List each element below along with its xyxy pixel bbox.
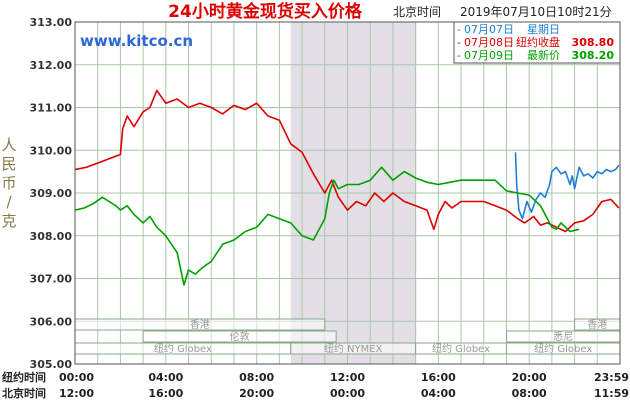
x-tick-ny: 00:00 <box>59 371 94 384</box>
session-label: 香港 <box>190 319 210 331</box>
x-tick-ny: 20:00 <box>512 371 547 384</box>
x-tick-bj: 08:00 <box>512 387 547 400</box>
y-tick-label: 311.00 <box>30 102 73 115</box>
plot-border <box>74 21 621 365</box>
site-url: www.kitco.cn <box>80 32 193 50</box>
legend-extra-label: 纽约收盘 <box>516 35 560 49</box>
y-tick-label: 306.00 <box>30 315 73 328</box>
x-tick-bj: 04:00 <box>421 387 456 400</box>
session-label: 纽约 Globex <box>432 342 490 355</box>
x-tick-ny: 12:00 <box>330 371 365 384</box>
y-axis-label-char: 民 <box>1 155 16 173</box>
y-axis-label-char: 人 <box>1 136 16 154</box>
x-tick-bj: 20:00 <box>239 387 274 400</box>
legend-label: 07月09日 <box>464 49 514 62</box>
x-tick-ny: 23:59 <box>594 371 629 384</box>
series-line-07月07日 <box>514 152 620 220</box>
legend-label: 07月07日 <box>464 23 514 36</box>
legend-box <box>453 21 621 64</box>
x-tick-bj: 16:00 <box>148 387 183 400</box>
session-label: 香港 <box>587 319 607 331</box>
session-label: 伦敦 <box>230 330 250 343</box>
x-row-label-ny: 纽约时间 <box>2 370 46 384</box>
series-line-07月08日 <box>74 89 620 233</box>
x-tick-bj: 11:59 <box>594 387 629 400</box>
session-bar <box>142 330 337 343</box>
y-tick-label: 307.00 <box>30 273 73 286</box>
x-tick-bj: 12:00 <box>59 387 94 400</box>
header-time-label: 北京时间 <box>393 5 441 19</box>
x-tick-ny: 08:00 <box>239 371 274 384</box>
x-tick-ny: 04:00 <box>148 371 183 384</box>
legend-extra-label: 最新价 <box>527 48 560 62</box>
y-tick-label: 308.00 <box>30 230 73 243</box>
header-timestamp: 2019年07月10日10时21分 <box>460 5 612 19</box>
y-axis-label-char: 克 <box>1 212 16 230</box>
legend-label: 07月08日 <box>464 36 514 49</box>
series-line-07月09日 <box>74 166 580 286</box>
y-axis-label-char: / <box>6 193 12 211</box>
x-tick-bj: 00:00 <box>330 387 365 400</box>
y-tick-label: 312.00 <box>30 59 73 72</box>
legend-dash: - <box>457 36 461 49</box>
legend-extra-label: 星期日 <box>527 23 560 36</box>
y-tick-label: 310.00 <box>30 144 73 157</box>
y-axis-label-char: 币 <box>1 174 16 192</box>
legend-dash: - <box>457 49 461 62</box>
chart-title: 24小时黄金现货买入价格 <box>168 1 363 22</box>
x-row-label-bj: 北京时间 <box>2 386 46 400</box>
session-label: 纽约 Globex <box>534 342 592 355</box>
y-tick-label: 309.00 <box>30 187 73 200</box>
session-label: 悉尼 <box>553 331 573 343</box>
y-tick-label: 305.00 <box>30 358 73 371</box>
x-tick-ny: 16:00 <box>421 371 456 384</box>
session-label: 纽约 NYMEX <box>324 342 383 355</box>
legend-extra-value: 308.20 <box>572 49 615 62</box>
legend-extra-value: 308.80 <box>572 36 615 49</box>
legend-dash: - <box>457 23 461 36</box>
y-tick-label: 313.00 <box>30 16 73 29</box>
session-label: 纽约 Globex <box>154 342 212 355</box>
